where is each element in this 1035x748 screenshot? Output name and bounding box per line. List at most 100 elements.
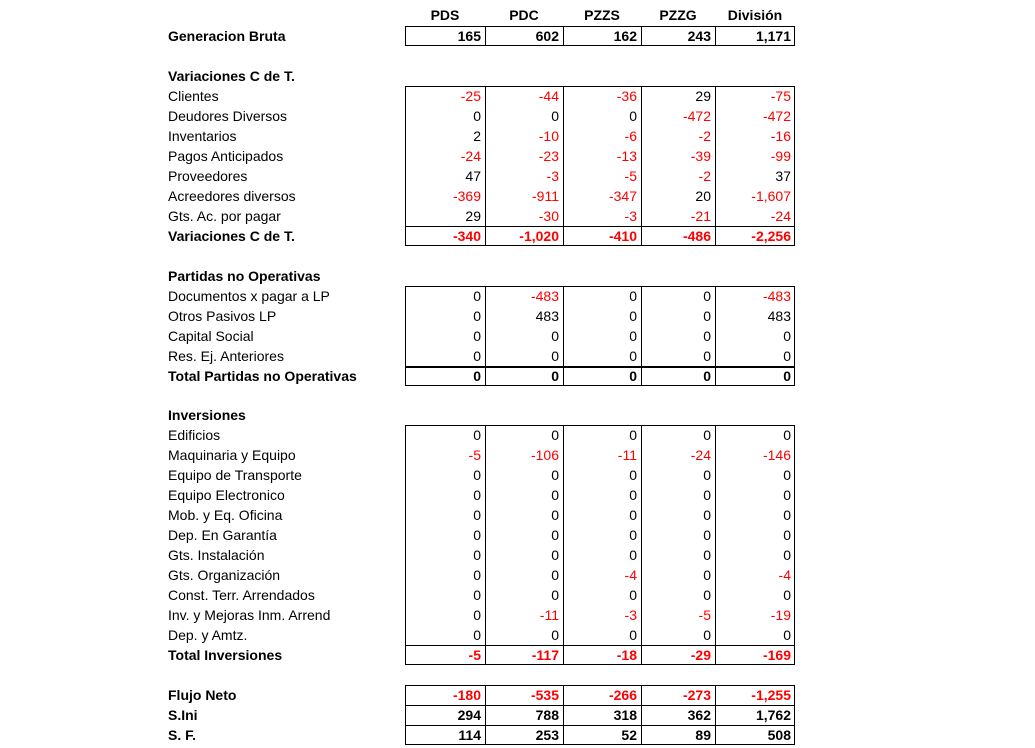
cell[interactable]: -6 xyxy=(624,128,637,144)
cell[interactable]: -11 xyxy=(617,447,637,463)
cell[interactable]: -29 xyxy=(690,647,711,663)
cell[interactable]: 788 xyxy=(535,707,559,723)
cell[interactable]: 165 xyxy=(457,28,481,44)
cell[interactable]: 0 xyxy=(473,108,481,124)
cell[interactable]: 0 xyxy=(551,587,559,603)
cell[interactable]: -25 xyxy=(460,88,481,104)
cell[interactable]: 2 xyxy=(473,128,481,144)
cell[interactable]: 0 xyxy=(783,587,791,603)
cell[interactable]: -23 xyxy=(538,148,559,164)
cell[interactable]: -347 xyxy=(608,188,637,204)
cell[interactable]: 483 xyxy=(767,308,791,324)
cell[interactable]: 243 xyxy=(687,28,711,44)
cell[interactable]: -483 xyxy=(530,288,559,304)
cell[interactable]: 0 xyxy=(473,467,481,483)
cell[interactable]: -169 xyxy=(762,647,791,663)
cell[interactable]: -13 xyxy=(616,148,637,164)
cell[interactable]: 0 xyxy=(629,427,637,443)
cell[interactable]: 362 xyxy=(687,707,711,723)
cell[interactable]: 0 xyxy=(703,547,711,563)
cell[interactable]: 47 xyxy=(465,168,481,184)
cell[interactable]: 0 xyxy=(473,607,481,623)
cell[interactable]: -99 xyxy=(770,148,791,164)
cell[interactable]: -340 xyxy=(452,228,481,244)
cell[interactable]: -5 xyxy=(698,607,711,623)
cell[interactable]: 0 xyxy=(629,108,637,124)
cell[interactable]: 0 xyxy=(783,507,791,523)
cell[interactable]: -19 xyxy=(770,607,791,623)
cell[interactable]: 0 xyxy=(551,547,559,563)
cell[interactable]: 0 xyxy=(473,627,481,643)
cell[interactable]: 0 xyxy=(783,627,791,643)
cell[interactable]: -472 xyxy=(682,108,711,124)
cell[interactable]: -11 xyxy=(539,607,559,623)
cell[interactable]: 0 xyxy=(551,487,559,503)
cell[interactable]: 0 xyxy=(551,527,559,543)
cell[interactable]: -483 xyxy=(762,288,791,304)
cell[interactable]: 294 xyxy=(457,707,481,723)
cell[interactable]: -146 xyxy=(762,447,791,463)
cell[interactable]: 20 xyxy=(695,188,711,204)
cell[interactable]: 0 xyxy=(629,368,637,384)
cell[interactable]: -44 xyxy=(538,88,559,104)
cell[interactable]: -16 xyxy=(770,128,791,144)
cell[interactable]: -410 xyxy=(608,228,637,244)
cell[interactable]: 0 xyxy=(473,368,481,384)
cell[interactable]: 0 xyxy=(783,527,791,543)
cell[interactable]: 0 xyxy=(783,368,791,384)
cell[interactable]: 0 xyxy=(551,567,559,583)
cell[interactable]: -535 xyxy=(530,687,559,703)
cell[interactable]: -4 xyxy=(778,567,791,583)
cell[interactable]: 0 xyxy=(629,587,637,603)
cell[interactable]: -24 xyxy=(460,148,481,164)
cell[interactable]: 0 xyxy=(783,547,791,563)
cell[interactable]: 0 xyxy=(703,487,711,503)
cell[interactable]: -4 xyxy=(624,567,637,583)
cell[interactable]: 0 xyxy=(473,547,481,563)
cell[interactable]: 602 xyxy=(535,28,559,44)
cell[interactable]: 0 xyxy=(703,348,711,364)
cell[interactable]: 0 xyxy=(783,487,791,503)
cell[interactable]: 0 xyxy=(703,328,711,344)
cell[interactable]: 0 xyxy=(473,288,481,304)
cell[interactable]: 1,762 xyxy=(755,707,791,723)
cell[interactable]: 0 xyxy=(473,348,481,364)
cell[interactable]: -5 xyxy=(468,447,481,463)
cell[interactable]: -18 xyxy=(616,647,637,663)
cell[interactable]: 0 xyxy=(473,487,481,503)
cell[interactable]: -911 xyxy=(532,188,559,204)
cell[interactable]: 0 xyxy=(703,507,711,523)
cell[interactable]: 0 xyxy=(473,308,481,324)
cell[interactable]: -2 xyxy=(698,168,711,184)
cell[interactable]: -180 xyxy=(452,687,481,703)
cell[interactable]: -106 xyxy=(530,447,559,463)
cell[interactable]: 0 xyxy=(473,328,481,344)
cell[interactable]: 0 xyxy=(629,527,637,543)
cell[interactable]: 0 xyxy=(551,627,559,643)
cell[interactable]: 1,171 xyxy=(755,28,791,44)
cell[interactable]: 0 xyxy=(629,507,637,523)
cell[interactable]: 0 xyxy=(629,467,637,483)
cell[interactable]: -273 xyxy=(682,687,711,703)
cell[interactable]: -5 xyxy=(624,168,637,184)
cell[interactable]: 0 xyxy=(783,467,791,483)
cell[interactable]: 0 xyxy=(551,108,559,124)
cell[interactable]: -1,607 xyxy=(751,188,791,204)
cell[interactable]: -36 xyxy=(616,88,637,104)
cell[interactable]: 0 xyxy=(629,308,637,324)
cell[interactable]: 0 xyxy=(629,328,637,344)
cell[interactable]: -1,255 xyxy=(751,687,791,703)
cell[interactable]: 0 xyxy=(473,587,481,603)
cell[interactable]: 0 xyxy=(783,348,791,364)
cell[interactable]: -369 xyxy=(452,188,481,204)
cell[interactable]: 0 xyxy=(703,627,711,643)
cell[interactable]: -21 xyxy=(690,208,711,224)
cell[interactable]: 52 xyxy=(621,727,637,743)
cell[interactable]: -24 xyxy=(690,447,711,463)
cell[interactable]: -3 xyxy=(624,607,637,623)
cell[interactable]: 0 xyxy=(703,587,711,603)
cell[interactable]: 0 xyxy=(783,427,791,443)
cell[interactable]: 114 xyxy=(458,727,481,743)
cell[interactable]: 29 xyxy=(695,88,711,104)
cell[interactable]: 0 xyxy=(551,368,559,384)
